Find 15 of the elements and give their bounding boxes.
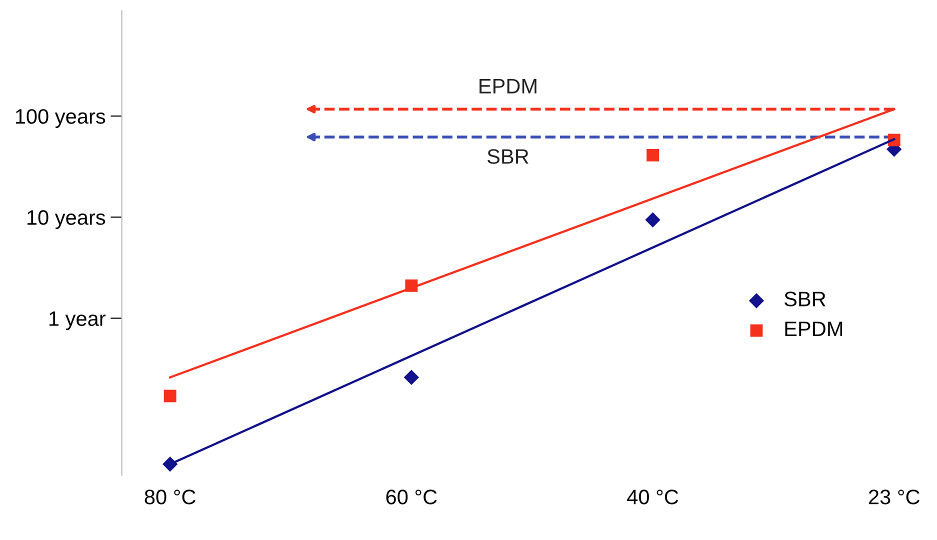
y-tick-label: 10 years [28, 210, 106, 230]
y-tick-label: 1 year [50, 311, 106, 330]
ref-line-label: SBR [487, 149, 528, 164]
x-tick-label: 23 °C [869, 490, 920, 504]
x-tick-label: 40 °C [627, 490, 678, 504]
point [164, 390, 176, 402]
y-tick-label: 100 years [16, 109, 106, 128]
ref-line-label: EPDM [480, 79, 536, 94]
point [646, 148, 659, 162]
legend-label: SBR [784, 292, 826, 306]
point [404, 370, 420, 385]
x-tick-label: 60 °C [386, 490, 437, 504]
x-tick-label: 80 °C [144, 490, 196, 504]
legend-label: EPDM [785, 322, 842, 336]
point [645, 212, 660, 228]
